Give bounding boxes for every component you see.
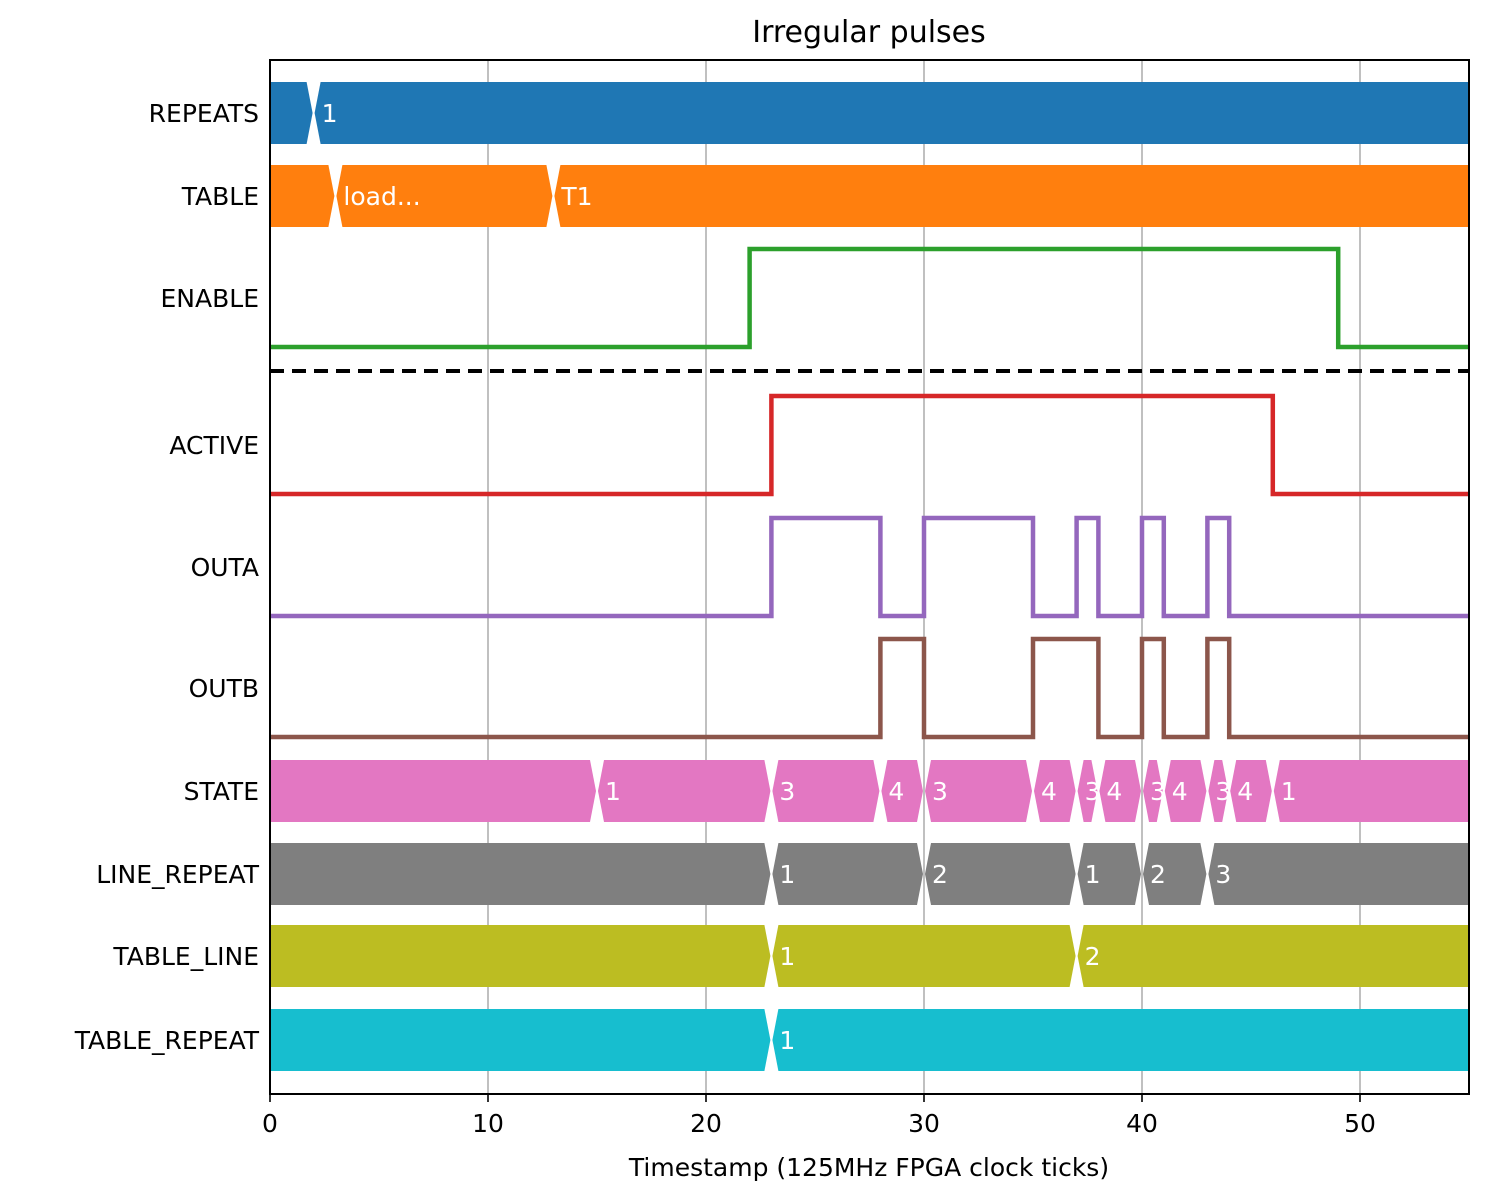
plot-frame: [269, 59, 1470, 1095]
bus-segment: [1077, 843, 1141, 905]
bus-value-label: 4: [1041, 777, 1057, 806]
bus-segment: [1143, 760, 1163, 822]
signal-label: OUTA: [191, 553, 259, 582]
bus-segment: [270, 165, 335, 227]
x-tick-label: 30: [908, 1109, 940, 1138]
bus-value-label: 1: [1085, 860, 1101, 889]
signal-label: TABLE_REPEAT: [74, 1026, 260, 1055]
bus-segment: [1273, 760, 1469, 822]
bus-segment: [772, 843, 923, 905]
bit-trace: [270, 393, 1469, 497]
bus-segment: [554, 165, 1469, 227]
bus-segment: [1099, 760, 1141, 822]
signal-label: TABLE_LINE: [112, 942, 259, 971]
bus-value-label: 1: [779, 860, 795, 889]
bus-segment: [1230, 760, 1272, 822]
signal-label: REPEATS: [149, 99, 259, 128]
chart-title: Irregular pulses: [752, 15, 986, 50]
x-tick-label: 10: [472, 1109, 504, 1138]
bus-value-label: 4: [1172, 777, 1188, 806]
bus-segment: [1208, 843, 1469, 905]
bus-segment: [270, 1009, 771, 1071]
signal-label: TABLE: [181, 182, 259, 211]
bus-value-label: load...: [343, 182, 420, 211]
bus-segment: [772, 1009, 1469, 1071]
bus-segment: [925, 760, 1032, 822]
bus-segment: [598, 760, 771, 822]
bus-segment: [925, 843, 1076, 905]
bit-trace: [270, 515, 1469, 619]
bus-value-label: T1: [560, 182, 592, 211]
bus-segment: [1034, 760, 1076, 822]
bus-value-label: 3: [932, 777, 948, 806]
bus-value-label: 2: [1150, 860, 1166, 889]
bit-trace: [270, 636, 1469, 740]
bus-segment: [270, 843, 771, 905]
bus-segment: [772, 760, 880, 822]
bus-segment: [270, 82, 313, 144]
bus-segment: [1143, 843, 1207, 905]
bus-value-label: 4: [1106, 777, 1122, 806]
bus-value-label: 3: [1215, 777, 1231, 806]
bus-value-label: 4: [1237, 777, 1253, 806]
bus-segment: [1164, 760, 1207, 822]
x-tick-label: 50: [1344, 1109, 1376, 1138]
bus-segment: [314, 82, 1470, 144]
bus-segment: [772, 925, 1076, 987]
x-tick-label: 20: [690, 1109, 722, 1138]
bus-value-label: 4: [888, 777, 904, 806]
x-axis-label: Timestamp (125MHz FPGA clock ticks): [628, 1153, 1109, 1182]
bus-value-label: 1: [1281, 777, 1297, 806]
x-axis: 0 10 20 30 40 50: [262, 1094, 1376, 1138]
bus-segment: [336, 165, 553, 227]
signal-label: STATE: [184, 777, 259, 806]
bus-value-label: 3: [779, 777, 795, 806]
bit-trace: [270, 246, 1469, 350]
bus-value-label: 2: [932, 860, 948, 889]
bus-value-label: 3: [1150, 777, 1166, 806]
bus-value-label: 3: [1215, 860, 1231, 889]
bus-segment: [1208, 760, 1229, 822]
x-tick-label: 40: [1126, 1109, 1158, 1138]
bus-value-label: 1: [605, 777, 621, 806]
bus-segment: [270, 925, 771, 987]
signal-label: ENABLE: [161, 284, 259, 313]
bus-value-label: 3: [1085, 777, 1101, 806]
bus-value-label: 2: [1085, 942, 1101, 971]
bus-segment: [1077, 760, 1098, 822]
bus-segment: [881, 760, 923, 822]
signal-labels: REPEATS TABLE ENABLE ACTIVE OUTA OUTB STATE LIN…: [74, 99, 260, 1055]
bus-value-label: 1: [779, 942, 795, 971]
bus-value-label: 1: [322, 99, 338, 128]
bus-segment: [270, 760, 596, 822]
signal-label: OUTB: [189, 674, 259, 703]
bus-value-label: 1: [779, 1026, 795, 1055]
bus-segment: [1077, 925, 1469, 987]
signal-label: ACTIVE: [169, 431, 259, 460]
signal-label: LINE_REPEAT: [96, 860, 259, 889]
x-tick-label: 0: [262, 1109, 278, 1138]
